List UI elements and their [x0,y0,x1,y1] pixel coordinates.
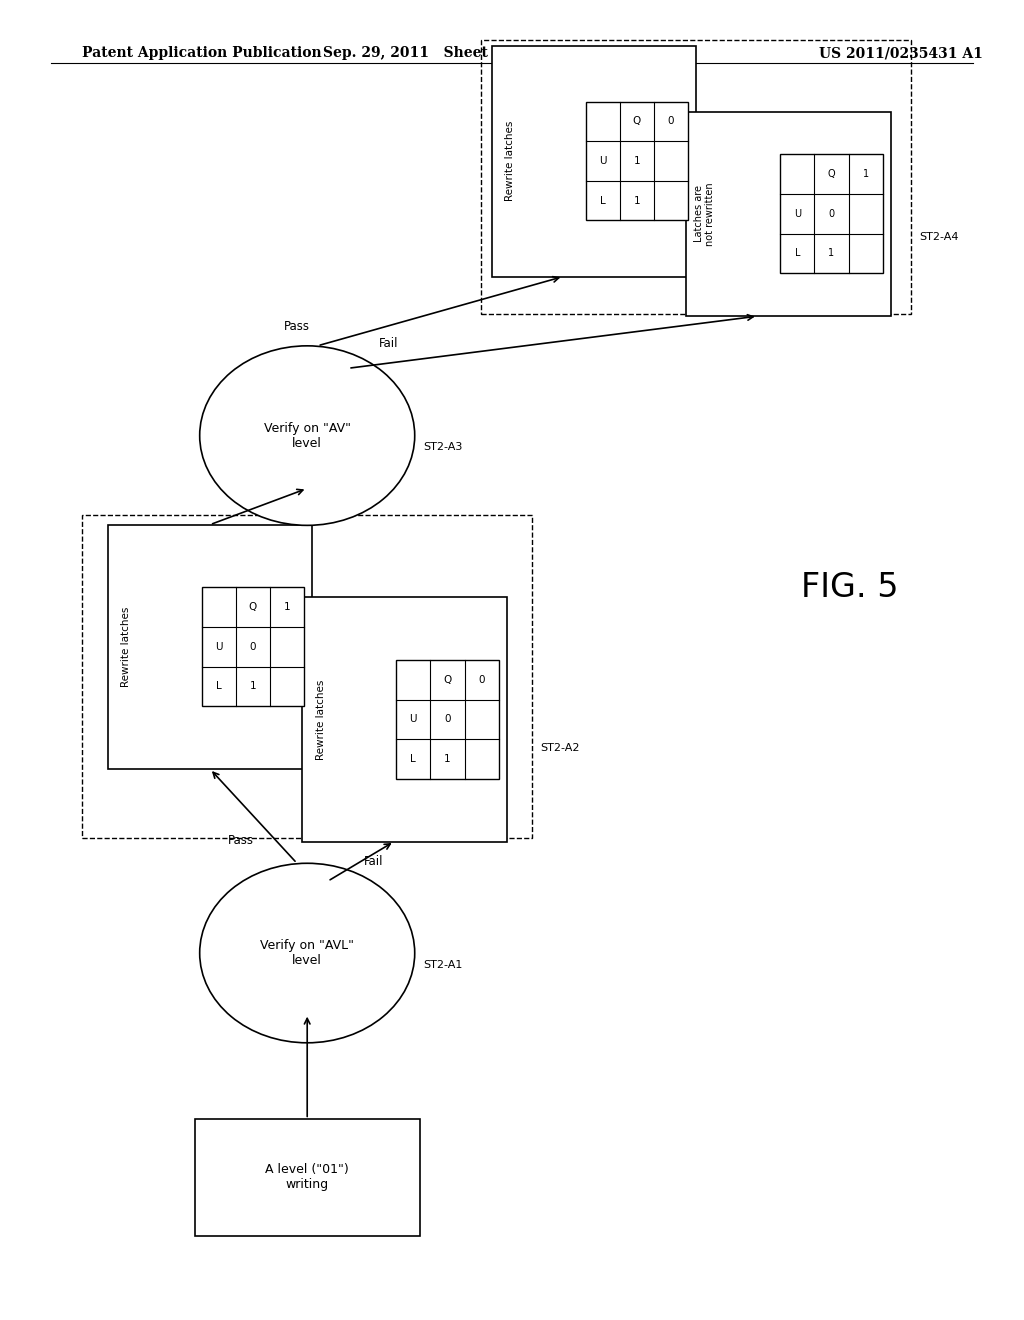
Text: U: U [599,156,606,166]
Text: Rewrite latches: Rewrite latches [505,121,515,201]
Bar [82,515,532,838]
Bar [492,45,696,277]
Text: Verify on "AV"
level: Verify on "AV" level [264,421,350,450]
Text: L: L [600,195,605,206]
Text: L: L [795,248,800,259]
Text: Latches are
not rewritten: Latches are not rewritten [693,182,716,246]
Text: 1: 1 [828,248,835,259]
Text: Q: Q [633,116,641,127]
Text: US 2011/0235431 A1: US 2011/0235431 A1 [819,46,983,61]
Text: Rewrite latches: Rewrite latches [315,680,326,759]
Text: 1: 1 [250,681,256,692]
Text: Sep. 29, 2011   Sheet 5 of 9: Sep. 29, 2011 Sheet 5 of 9 [324,46,537,61]
Bar [202,587,304,706]
Text: ST2-A2: ST2-A2 [541,743,581,752]
Text: Patent Application Publication: Patent Application Publication [82,46,322,61]
Bar [780,154,883,273]
Text: 1: 1 [284,602,291,612]
Text: Fail: Fail [364,855,383,867]
Text: Q: Q [443,675,452,685]
Text: ST2-A4: ST2-A4 [920,232,959,243]
Text: L: L [411,754,416,764]
Text: Rewrite latches: Rewrite latches [121,607,131,686]
Text: Verify on "AVL"
level: Verify on "AVL" level [260,939,354,968]
Ellipse shape [200,346,415,525]
Text: U: U [215,642,222,652]
Text: 0: 0 [478,675,485,685]
Text: U: U [410,714,417,725]
Text: Q: Q [249,602,257,612]
Bar [396,660,499,779]
Bar [586,102,688,220]
Text: Pass: Pass [284,319,310,333]
Text: Fail: Fail [379,338,398,350]
Bar [686,112,891,317]
Text: 0: 0 [668,116,675,127]
Text: A level ("01")
writing: A level ("01") writing [265,1163,349,1192]
Text: 1: 1 [862,169,868,180]
Text: ST2-A3: ST2-A3 [423,442,462,453]
Text: 1: 1 [634,156,640,166]
Text: Q: Q [827,169,836,180]
Bar [481,40,911,314]
Text: 0: 0 [828,209,835,219]
Text: 0: 0 [444,714,451,725]
Text: Pass: Pass [227,834,254,847]
Text: U: U [794,209,801,219]
Text: 1: 1 [444,754,451,764]
Bar [302,597,507,842]
Text: 0: 0 [250,642,256,652]
Ellipse shape [200,863,415,1043]
Text: 1: 1 [634,195,640,206]
Bar [108,524,312,768]
Text: ST2-A1: ST2-A1 [423,960,462,970]
Text: L: L [216,681,221,692]
Text: FIG. 5: FIG. 5 [801,570,899,605]
Bar [195,1119,420,1236]
